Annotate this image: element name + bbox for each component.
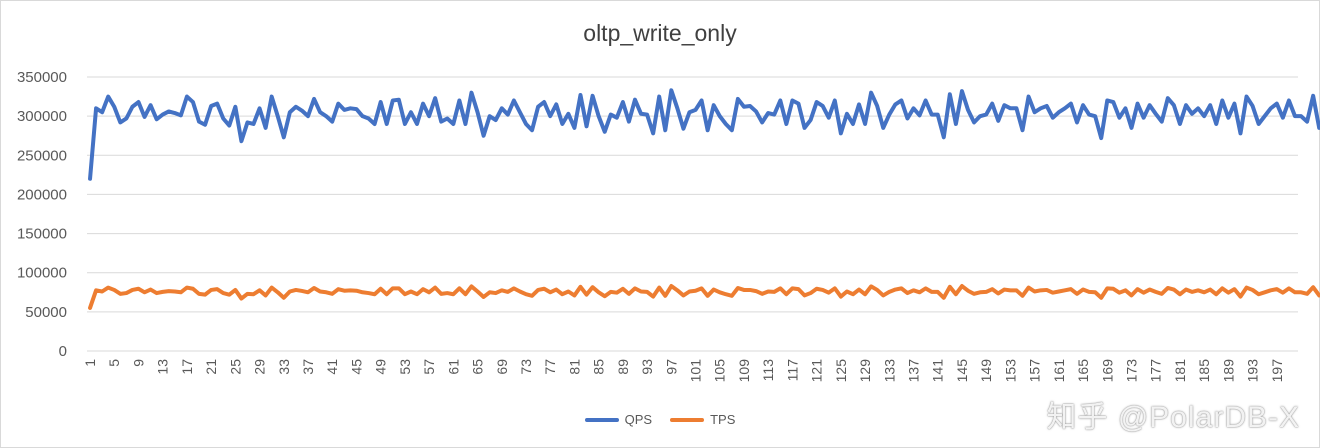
y-tick-label: 150000: [17, 226, 67, 243]
x-tick-label: 57: [421, 359, 437, 375]
y-axis: 0 50000 100000 150000 200000 250000 300000 3500…: [17, 69, 67, 360]
legend: QPS TPS: [0, 412, 1320, 427]
y-tick-label: 50000: [25, 304, 67, 321]
x-tick-label: 13: [155, 359, 171, 375]
x-tick-label: 81: [566, 359, 582, 375]
series-line-qps: [88, 88, 1320, 181]
x-tick-label: 157: [1027, 359, 1043, 383]
x-tick-label: 197: [1269, 359, 1285, 383]
x-tick-label: 101: [688, 359, 704, 383]
x-tick-label: 65: [470, 359, 486, 375]
watermark: 知乎 @PolarDB-X: [1046, 401, 1300, 434]
x-tick-label: 161: [1051, 359, 1067, 383]
y-tick-label: 100000: [17, 265, 67, 282]
x-tick-label: 117: [784, 359, 800, 382]
x-tick-label: 105: [712, 359, 728, 383]
x-tick-label: 89: [615, 359, 631, 375]
x-tick-label: 37: [300, 359, 316, 375]
x-tick-label: 181: [1172, 359, 1188, 383]
x-axis: 1 5 9 13 17 21 25 29 33 37 41 45 49 53 57 61 65 69 73 77 81 8…: [82, 359, 1285, 383]
x-tick-label: 173: [1123, 359, 1139, 383]
x-tick-label: 137: [906, 359, 922, 383]
y-tick-label: 300000: [17, 108, 67, 125]
x-tick-label: 21: [203, 359, 219, 375]
x-tick-label: 61: [445, 359, 461, 375]
x-tick-label: 133: [881, 359, 897, 383]
x-tick-label: 69: [494, 359, 510, 375]
legend-swatch-qps: [584, 417, 619, 422]
x-tick-label: 73: [518, 359, 534, 375]
x-tick-label: 177: [1148, 359, 1164, 383]
x-tick-label: 9: [130, 359, 146, 367]
x-tick-label: 29: [252, 359, 268, 375]
x-tick-label: 145: [954, 359, 970, 383]
x-tick-label: 109: [736, 359, 752, 383]
y-tick-label: 250000: [17, 147, 67, 164]
series-line-tps: [88, 284, 1320, 310]
x-tick-label: 129: [857, 359, 873, 383]
x-tick-label: 185: [1196, 359, 1212, 383]
y-tick-label: 0: [59, 343, 67, 360]
x-tick-label: 113: [760, 359, 776, 382]
x-tick-label: 45: [348, 359, 364, 375]
x-tick-label: 121: [809, 359, 825, 383]
x-tick-label: 125: [833, 359, 849, 383]
x-tick-label: 193: [1245, 359, 1261, 383]
x-tick-label: 97: [663, 359, 679, 375]
x-tick-label: 49: [373, 359, 389, 375]
x-tick-label: 93: [639, 359, 655, 375]
chart-title: oltp_write_only: [583, 20, 737, 46]
legend-item-tps: TPS: [670, 412, 735, 427]
x-tick-label: 169: [1099, 359, 1115, 383]
y-tick-label: 200000: [17, 186, 67, 203]
legend-swatch-tps: [670, 417, 705, 422]
x-tick-label: 17: [179, 359, 195, 375]
x-tick-label: 33: [276, 359, 292, 375]
legend-label-qps: QPS: [624, 412, 653, 427]
x-tick-label: 5: [106, 359, 122, 367]
x-tick-label: 25: [227, 359, 243, 375]
x-tick-label: 141: [930, 359, 946, 383]
x-tick-label: 1: [82, 359, 98, 367]
x-tick-label: 165: [1075, 359, 1091, 383]
legend-item-qps: QPS: [584, 412, 653, 427]
x-tick-label: 189: [1220, 359, 1236, 383]
series-lines: [88, 88, 1320, 310]
x-tick-label: 53: [397, 359, 413, 375]
x-tick-label: 41: [324, 359, 340, 375]
y-tick-label: 350000: [17, 69, 67, 86]
x-tick-label: 153: [1002, 359, 1018, 383]
x-tick-label: 149: [978, 359, 994, 383]
legend-label-tps: TPS: [710, 412, 736, 427]
x-tick-label: 85: [591, 359, 607, 375]
x-tick-label: 77: [542, 359, 558, 375]
